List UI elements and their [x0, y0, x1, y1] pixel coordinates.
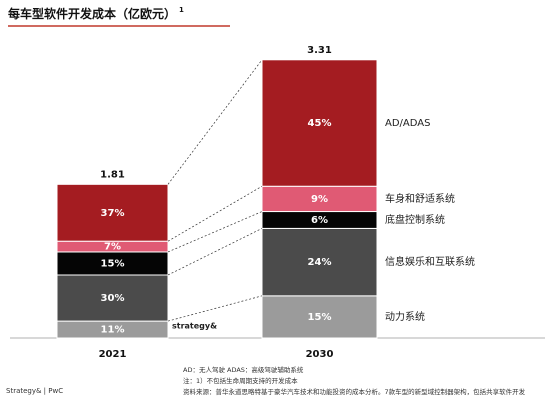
- connector: [167, 211, 263, 253]
- bar-segment: [261, 59, 378, 187]
- legend-label: 动力系统: [385, 310, 425, 323]
- total-label: 3.31: [307, 45, 332, 56]
- logo: strategy&: [172, 322, 217, 331]
- legend-label: 信息娱乐和互联系统: [385, 255, 475, 268]
- title-text: 每车型软件开发成本（亿欧元）: [8, 6, 176, 21]
- x-tick-label: 2021: [99, 349, 127, 360]
- connector: [167, 185, 263, 242]
- legend-label: AD/ADAS: [385, 118, 430, 129]
- value-label: 15%: [101, 258, 125, 269]
- brand: Strategy& | PwC: [6, 387, 63, 395]
- bar-segment: [261, 227, 378, 297]
- value-label: 37%: [101, 208, 125, 219]
- footnote: 注：1）不包括生命周期支持的开发成本: [183, 376, 298, 385]
- footnote: 资料来源：普华永道思略特基于豪华汽车技术和功能投资的成本分析。7款车型的新型域控…: [183, 387, 526, 396]
- connector: [167, 295, 263, 322]
- legend-label: 底盘控制系统: [385, 213, 445, 226]
- bar-segment: [261, 295, 378, 339]
- value-label: 9%: [311, 194, 328, 205]
- title-note: 1: [179, 6, 184, 14]
- value-label: 11%: [101, 325, 125, 336]
- connector: [167, 59, 263, 185]
- value-label: 24%: [308, 257, 332, 268]
- bar-segment: [261, 185, 378, 213]
- footnote: AD：无人驾驶 ADAS：高级驾驶辅助系统: [183, 365, 304, 374]
- connector: [167, 228, 263, 276]
- value-label: 45%: [308, 118, 332, 129]
- value-label: 30%: [101, 293, 125, 304]
- value-label: 6%: [311, 215, 328, 226]
- bar-segment: [56, 183, 169, 242]
- legend-label: 车身和舒适系统: [385, 192, 455, 205]
- x-tick-label: 2030: [306, 349, 334, 360]
- bar-segment: [56, 274, 169, 322]
- total-label: 1.81: [100, 169, 125, 180]
- value-label: 15%: [308, 312, 332, 323]
- chart-title: 每车型软件开发成本（亿欧元） 1: [8, 6, 184, 21]
- value-label: 7%: [104, 242, 121, 253]
